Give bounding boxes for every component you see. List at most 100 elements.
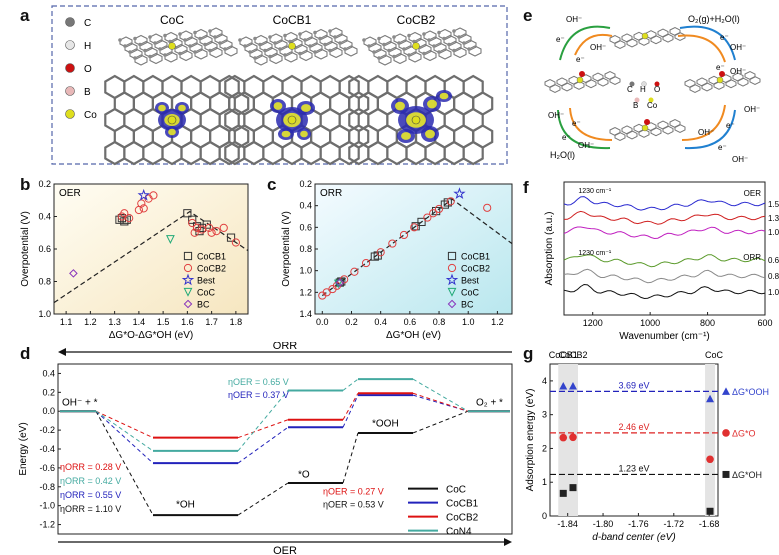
charge-density-core [425, 129, 435, 139]
species-oh-5: OH⁻ [744, 105, 760, 114]
oer-overpotential-3: ηOER = 0.53 V [323, 500, 384, 510]
charge-density-core [401, 132, 411, 140]
sheet-atom [153, 41, 157, 45]
connector-cocb2-2 [342, 393, 359, 420]
category-label-0: CoCB1 [549, 350, 578, 360]
spectrum-label-5: 1.0 V [768, 288, 779, 297]
spectrum-line-0 [563, 196, 766, 211]
structure-lattice-0 [104, 74, 250, 166]
orr-overpotential-2: ηORR = 0.55 V [60, 490, 121, 500]
cycle-sheet-ring [621, 33, 633, 43]
volcano-line [321, 198, 513, 297]
state-label-1: *OH [176, 500, 195, 511]
atom-legend-dot-3 [65, 86, 75, 96]
state-label-2: *O [298, 469, 310, 480]
sheet-ring [224, 45, 238, 57]
cycle-legend-dot-c [629, 81, 635, 87]
lattice-co-atom [167, 115, 177, 125]
connector-coc-1 [237, 482, 289, 516]
x-axis-label: d-band center (eV) [592, 532, 675, 543]
data-point-cocb2 [120, 209, 129, 218]
x-axis-label: ΔG*OH (eV) [386, 330, 441, 341]
spectrum-line-2 [563, 226, 766, 240]
panel-label-g: g [523, 344, 534, 363]
sheet-atom [422, 51, 426, 56]
sheet-atom [178, 32, 182, 36]
sheet-atom [467, 47, 471, 51]
sheet-ring [284, 51, 298, 63]
y-tick-label: 0.4 [299, 201, 312, 211]
data-point-cocb1 [188, 215, 197, 224]
connector-con4-2 [342, 378, 359, 391]
atom-legend-label-2: O [84, 64, 92, 75]
sheet-ring [423, 49, 437, 62]
x-tick-label: -1.72 [664, 519, 685, 529]
sheet-atom [178, 51, 182, 56]
species-e-5: e⁻ [726, 121, 735, 130]
data-point-cocb2 [149, 191, 158, 200]
sheet-atom [452, 48, 456, 53]
cycle-arrow [559, 25, 611, 61]
sheet-atom [278, 47, 282, 51]
sheet-atom [143, 48, 147, 53]
legend-label-best: Best [197, 276, 216, 286]
panel-a-frame [51, 5, 508, 165]
charge-density-core [273, 102, 283, 110]
cycle-legend-dot-o [654, 81, 660, 87]
sheet-atom [288, 39, 292, 44]
sheet-atom [437, 30, 441, 35]
species-e-4: e⁻ [716, 63, 725, 72]
connector-cocb1-1 [237, 426, 289, 464]
plot-frame [314, 183, 513, 315]
panel-a: C H O B Co CoC CoCB1 CoCB2 [51, 5, 508, 166]
chart-f: 1200 1000 800 600 Wavenumber (cm⁻¹) Absorptio… [544, 181, 779, 342]
orr-overpotential-0: ηORR = 0.28 V [60, 462, 121, 472]
charge-density-core [427, 99, 437, 109]
cycle-arrow [569, 107, 613, 141]
sheet-co-atom [288, 42, 296, 50]
species-oh-4: OH⁻ [730, 67, 746, 76]
structure-title-cocb2: CoCB2 [397, 13, 436, 27]
panel-label-e: e [523, 6, 533, 25]
data-point-cocb2 [399, 230, 409, 240]
chart-c: 0.0 0.2 0.4 0.6 0.8 1.0 1.2 0.2 0.4 0.6 0.8 1.0 1.2 1… [281, 179, 513, 341]
panel-label-d: d [20, 344, 31, 363]
spectrum-label-4: 0.8 V [768, 272, 779, 281]
species-oh-1: OH⁻ [566, 15, 582, 24]
y-tick-label: -0.8 [39, 482, 55, 492]
panel-label-a: a [20, 6, 30, 25]
oer-overpotential-0: ηOER = 0.65 V [228, 377, 289, 387]
sheet-atom [193, 50, 197, 54]
point-oh-1 [569, 484, 577, 492]
data-point-cocb2 [188, 218, 197, 228]
sheet-atom [188, 44, 192, 48]
sheet-atom [253, 36, 257, 41]
atom-legend-label-4: Co [84, 110, 97, 121]
x-tick-label: 1.2 [84, 317, 97, 327]
cycle-sheet-ring [650, 35, 662, 45]
cycle-co-atom [576, 76, 584, 84]
sheet-atom [298, 51, 302, 56]
cycle-sheet-ring [592, 72, 604, 82]
sheet-ring [134, 54, 148, 66]
connector-con4-1 [237, 390, 289, 452]
spectrum-line-1 [563, 210, 766, 225]
connector-cocb1-2 [342, 394, 359, 428]
cycle-sheet-ring [744, 70, 756, 81]
plot-frame [549, 363, 719, 517]
atom-legend-dot-0 [65, 17, 75, 27]
sheet-atom [323, 42, 327, 47]
structure-title-cocb1: CoCB1 [273, 13, 312, 27]
cycle-sheet-ring [657, 120, 669, 130]
point-ooh-1 [568, 381, 577, 390]
sheet-atom [148, 54, 152, 59]
y-tick-label: 1.0 [38, 309, 51, 319]
sheet-atom [407, 33, 411, 38]
data-point-cocb2 [410, 223, 419, 232]
legend-label-cocb2: CoCB2 [461, 264, 490, 274]
charge-density-core [300, 130, 308, 138]
x-tick-label: -1.80 [593, 519, 614, 529]
cycle-top-label: O₂(g)+H₂O(l) [688, 14, 740, 24]
charge-density-core [178, 104, 186, 112]
cycle-sheet-ring [597, 77, 609, 87]
